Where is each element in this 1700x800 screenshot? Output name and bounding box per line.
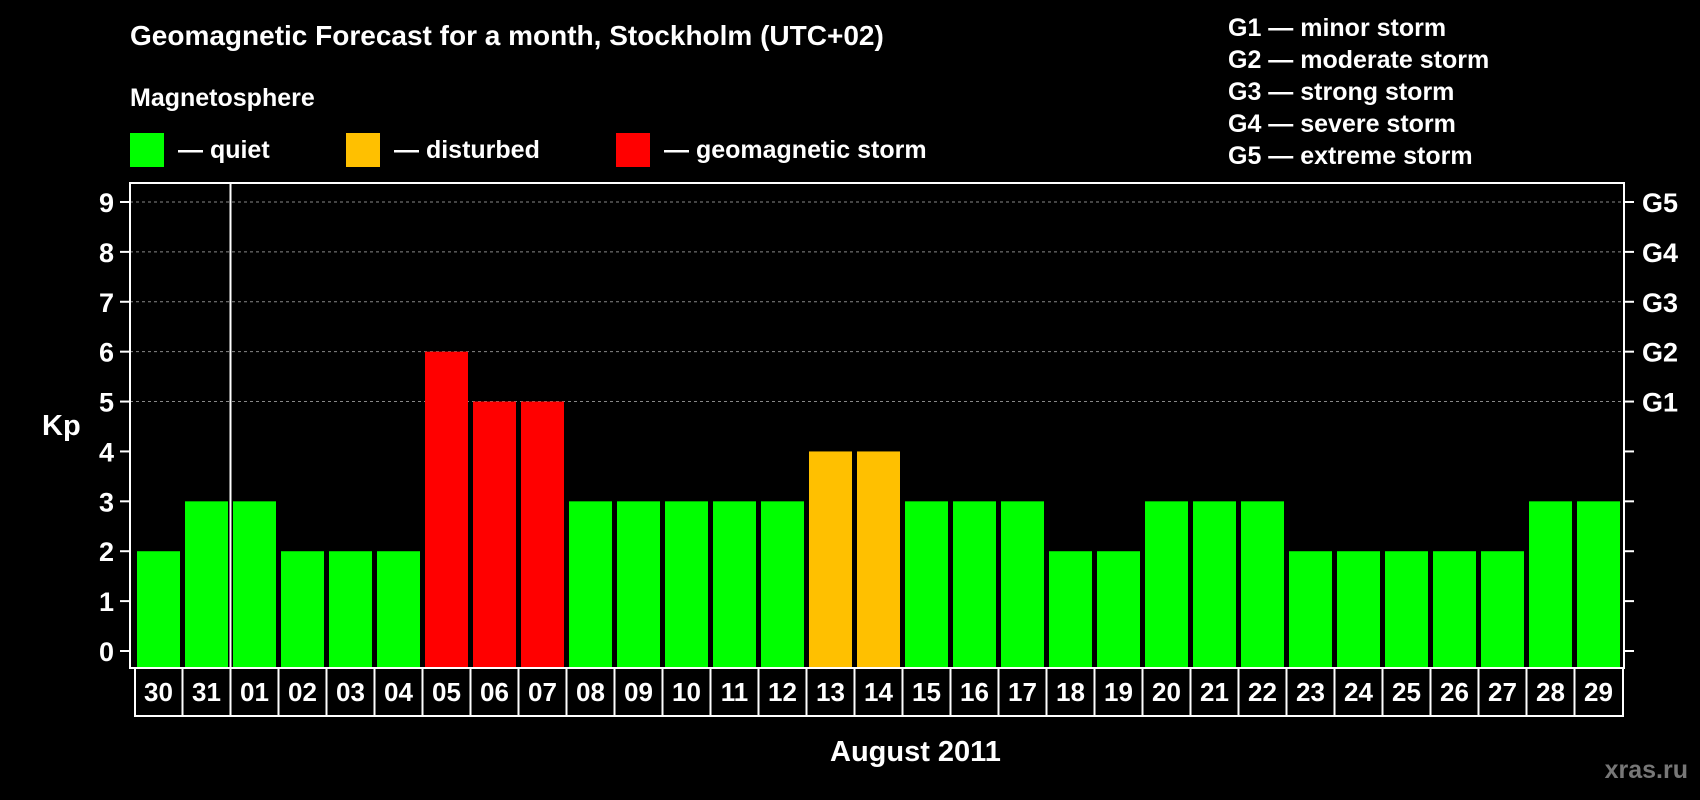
x-tick-label-20: 20 <box>1152 677 1181 707</box>
storm-scale-g5: G5 — extreme storm <box>1228 142 1473 170</box>
bar-17 <box>1001 501 1044 668</box>
bar-13 <box>809 451 852 668</box>
bar-23 <box>1289 551 1332 668</box>
bar-12 <box>761 501 804 668</box>
x-tick-label-28: 28 <box>1536 677 1565 707</box>
legend-item-disturbed: — disturbed <box>346 133 540 167</box>
bar-19 <box>1097 551 1140 668</box>
x-tick-label-25: 25 <box>1392 677 1421 707</box>
bar-11 <box>713 501 756 668</box>
bar-22 <box>1241 501 1284 668</box>
bar-08 <box>569 501 612 668</box>
x-tick-label-13: 13 <box>816 677 845 707</box>
legend-swatch-quiet <box>130 133 164 167</box>
bar-14 <box>857 451 900 668</box>
bar-06 <box>473 401 516 668</box>
legend-item-quiet: — quiet <box>130 133 270 167</box>
y-tick-label-3: 3 <box>99 487 114 517</box>
bar-07 <box>521 401 564 668</box>
y-tick-label-2: 2 <box>99 537 114 567</box>
x-tick-label-18: 18 <box>1056 677 1085 707</box>
x-tick-label-31: 31 <box>192 677 221 707</box>
x-axis-label: August 2011 <box>830 736 1001 768</box>
x-tick-label-05: 05 <box>432 677 461 707</box>
x-tick-label-19: 19 <box>1104 677 1133 707</box>
x-tick-label-17: 17 <box>1008 677 1037 707</box>
bar-25 <box>1385 551 1428 668</box>
x-tick-label-01: 01 <box>240 677 269 707</box>
bar-26 <box>1433 551 1476 668</box>
bar-05 <box>425 351 468 668</box>
right-axis-label-g2: G2 <box>1642 338 1678 368</box>
bar-03 <box>329 551 372 668</box>
bar-02 <box>281 551 324 668</box>
legend-label-disturbed: — disturbed <box>394 135 540 164</box>
storm-scale-list: G1 — minor storm G2 — moderate storm G3 … <box>1228 12 1489 172</box>
storm-scale-g4: G4 — severe storm <box>1228 110 1456 138</box>
bar-09 <box>617 501 660 668</box>
x-tick-label-22: 22 <box>1248 677 1277 707</box>
x-tick-label-24: 24 <box>1344 677 1373 707</box>
right-axis-label-g1: G1 <box>1642 388 1678 418</box>
x-tick-label-10: 10 <box>672 677 701 707</box>
bar-04 <box>377 551 420 668</box>
category-box <box>134 667 1624 717</box>
legend-heading: Magnetosphere <box>130 84 315 112</box>
x-tick-label-04: 04 <box>384 677 413 707</box>
legend-item-storm: — geomagnetic storm <box>616 133 927 167</box>
bar-15 <box>905 501 948 668</box>
bar-10 <box>665 501 708 668</box>
y-tick-label-4: 4 <box>99 437 114 467</box>
x-tick-label-26: 26 <box>1440 677 1469 707</box>
legend-label-quiet: — quiet <box>178 135 270 164</box>
x-tick-label-03: 03 <box>336 677 365 707</box>
x-tick-label-29: 29 <box>1584 677 1613 707</box>
y-tick-label-9: 9 <box>99 188 114 218</box>
bar-24 <box>1337 551 1380 668</box>
x-tick-label-15: 15 <box>912 677 941 707</box>
storm-scale-g3: G3 — strong storm <box>1228 78 1455 106</box>
y-tick-label-6: 6 <box>99 338 114 368</box>
legend-label-storm: — geomagnetic storm <box>664 135 927 164</box>
bar-21 <box>1193 501 1236 668</box>
x-tick-label-12: 12 <box>768 677 797 707</box>
bar-01 <box>233 501 276 668</box>
y-tick-label-8: 8 <box>99 238 114 268</box>
x-tick-label-27: 27 <box>1488 677 1517 707</box>
y-tick-label-7: 7 <box>99 288 114 318</box>
right-axis-label-g5: G5 <box>1642 188 1678 218</box>
x-tick-label-14: 14 <box>864 677 893 707</box>
x-tick-label-11: 11 <box>721 677 749 707</box>
bar-27 <box>1481 551 1524 668</box>
bar-31 <box>185 501 228 668</box>
bar-29 <box>1577 501 1620 668</box>
x-tick-label-09: 09 <box>624 677 653 707</box>
bar-28 <box>1529 501 1572 668</box>
x-tick-label-30: 30 <box>144 677 173 707</box>
x-tick-label-23: 23 <box>1296 677 1325 707</box>
y-tick-label-0: 0 <box>99 637 114 667</box>
bar-16 <box>953 501 996 668</box>
legend-swatch-storm <box>616 133 650 167</box>
bar-20 <box>1145 501 1188 668</box>
x-tick-label-07: 07 <box>528 677 557 707</box>
bar-30 <box>137 551 180 668</box>
right-axis-label-g3: G3 <box>1642 288 1678 318</box>
y-tick-label-1: 1 <box>99 587 114 617</box>
x-tick-label-06: 06 <box>480 677 509 707</box>
storm-scale-g2: G2 — moderate storm <box>1228 46 1490 74</box>
chart-title: Geomagnetic Forecast for a month, Stockh… <box>130 20 884 51</box>
watermark: xras.ru <box>1604 756 1688 784</box>
right-axis-label-g4: G4 <box>1642 238 1678 268</box>
x-tick-label-08: 08 <box>576 677 605 707</box>
x-tick-label-21: 21 <box>1200 677 1229 707</box>
x-tick-label-16: 16 <box>960 677 989 707</box>
storm-scale-g1: G1 — minor storm <box>1228 14 1447 42</box>
legend-swatch-disturbed <box>346 133 380 167</box>
x-tick-label-02: 02 <box>288 677 317 707</box>
y-tick-label-5: 5 <box>99 388 114 418</box>
bar-18 <box>1049 551 1092 668</box>
y-axis-label: Kp <box>42 410 81 442</box>
